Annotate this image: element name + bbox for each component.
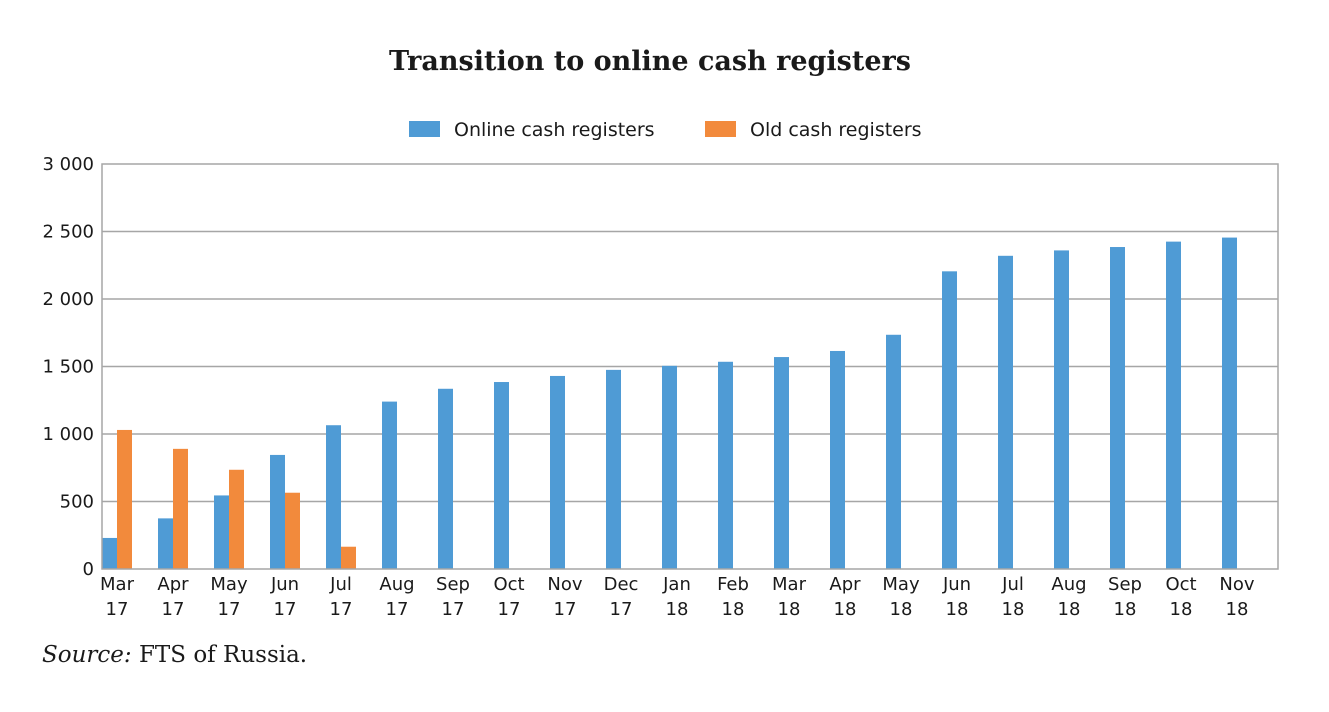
bar-old	[285, 492, 300, 569]
bar-online	[718, 361, 733, 569]
x-tick-label: Jan 18	[662, 574, 691, 620]
bar-online	[1110, 247, 1125, 569]
legend-swatch-online	[409, 121, 440, 137]
bar-online	[494, 382, 509, 569]
chart: Transition to online cash registers Onli…	[42, 46, 1279, 620]
y-tick-label: 2 500	[42, 222, 94, 243]
y-tick-label: 2 000	[42, 289, 94, 310]
x-tick-label: Aug 18	[1051, 574, 1086, 620]
x-tick-label: Mar 17	[100, 574, 135, 620]
y-tick-label: 1 000	[42, 424, 94, 445]
legend-label-old: Old cash registers	[750, 119, 922, 141]
bar-old	[341, 546, 356, 569]
bar-old	[117, 429, 132, 569]
plot-frame	[101, 163, 1279, 570]
y-tick-label: 500	[60, 492, 94, 513]
bar-online	[606, 369, 621, 569]
y-tick-label: 1 500	[42, 357, 94, 378]
bar-online	[1222, 237, 1237, 569]
bars	[102, 237, 1237, 570]
bar-online	[158, 518, 173, 569]
bar-online	[830, 350, 845, 569]
x-tick-label: Oct 18	[1165, 574, 1196, 620]
x-tick-label: Mar 18	[772, 574, 807, 620]
x-tick-label: May 17	[210, 574, 248, 620]
x-axis: Mar 17 Apr 17 May 17 Jun 17 Jul 17 Aug 17 Sep 17 Oct 17…	[100, 574, 1255, 620]
x-tick-label: Dec 17	[604, 574, 639, 620]
legend-label-online: Online cash registers	[454, 119, 655, 141]
bar-online	[1166, 241, 1181, 569]
x-tick-label: May 18	[882, 574, 920, 620]
x-tick-label: Aug 17	[379, 574, 414, 620]
chart-title: Transition to online cash registers	[389, 46, 911, 77]
bar-online	[998, 255, 1013, 570]
x-tick-label: Apr 17	[157, 574, 189, 620]
y-axis: 0 500 1 000 1 500 2 000 2 500 3 000	[42, 154, 94, 580]
legend-swatch-old	[705, 121, 736, 137]
bar-online	[1054, 250, 1069, 569]
bar-old	[173, 448, 188, 569]
bar-online	[326, 425, 341, 569]
x-tick-label: Nov 17	[547, 574, 582, 620]
bar-online	[886, 334, 901, 569]
x-tick-label: Sep 18	[1108, 574, 1142, 620]
bar-online	[662, 365, 677, 569]
bar-online	[438, 388, 453, 569]
bar-online	[550, 375, 565, 569]
x-tick-label: Jul 18	[1001, 574, 1024, 620]
y-tick-label: 0	[83, 559, 94, 580]
bar-online	[214, 495, 229, 569]
x-tick-label: Jun 18	[942, 574, 971, 620]
source-text: FTS of Russia.	[138, 642, 308, 668]
bar-online	[270, 454, 285, 569]
source-note: Source: FTS of Russia.	[42, 642, 307, 668]
source-label: Source:	[42, 642, 132, 668]
bar-old	[229, 469, 244, 569]
bar-online	[942, 271, 957, 569]
gridlines	[102, 230, 1278, 503]
x-tick-label: Nov 18	[1219, 574, 1254, 620]
bar-online	[382, 401, 397, 569]
legend: Online cash registers Old cash registers	[409, 119, 922, 141]
x-tick-label: Oct 17	[493, 574, 524, 620]
bar-online	[102, 537, 117, 569]
x-tick-label: Jul 17	[329, 574, 352, 620]
x-tick-label: Apr 18	[829, 574, 861, 620]
bar-online	[774, 357, 789, 569]
x-tick-label: Jun 17	[270, 574, 299, 620]
y-tick-label: 3 000	[42, 154, 94, 175]
x-tick-label: Feb 18	[717, 574, 749, 620]
x-tick-label: Sep 17	[436, 574, 470, 620]
